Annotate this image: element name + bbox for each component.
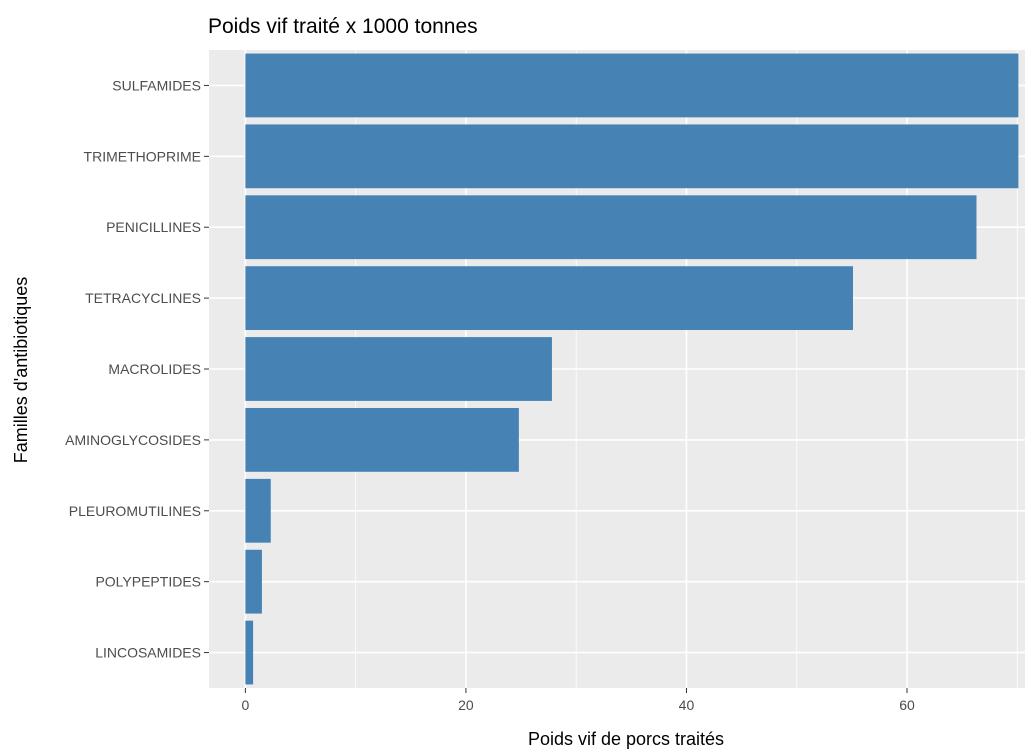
bar-penicillines — [245, 195, 977, 260]
chart-title: Poids vif traité x 1000 tonnes — [208, 15, 478, 38]
x-tick-label: 0 — [241, 697, 249, 713]
y-tick-label: TETRACYCLINES — [85, 290, 201, 306]
bar-polypeptides — [245, 549, 262, 614]
y-tick-label: SULFAMIDES — [112, 77, 201, 93]
x-tick-label: 60 — [899, 697, 915, 713]
x-tick-label: 20 — [458, 697, 474, 713]
y-tick-label: MACROLIDES — [108, 361, 201, 377]
x-tick-label: 40 — [679, 697, 695, 713]
bar-trimethoprime — [245, 124, 1019, 189]
y-axis: SULFAMIDES TRIMETHOPRIME PENICILLINES TETRA… — [65, 77, 209, 661]
y-tick-label: PLEUROMUTILINES — [69, 503, 201, 519]
bar-sulfamides — [245, 53, 1019, 118]
x-axis: 0 20 40 60 — [241, 688, 915, 713]
y-tick-label: TRIMETHOPRIME — [84, 148, 201, 164]
y-tick-label: POLYPEPTIDES — [95, 574, 201, 590]
bar-macrolides — [245, 337, 552, 401]
bar-pleuromutilines — [245, 478, 271, 543]
bar-lincosamides — [245, 620, 254, 685]
x-axis-label: Poids vif de porcs traités — [528, 729, 724, 749]
y-tick-label: PENICILLINES — [106, 219, 201, 235]
y-axis-label: Familles d'antibiotiques — [11, 277, 31, 464]
bar-aminoglycosides — [245, 407, 519, 472]
bar-tetracyclines — [245, 266, 853, 331]
y-tick-label: AMINOGLYCOSIDES — [65, 432, 201, 448]
bars — [245, 53, 1019, 685]
y-tick-label: LINCOSAMIDES — [95, 645, 201, 661]
